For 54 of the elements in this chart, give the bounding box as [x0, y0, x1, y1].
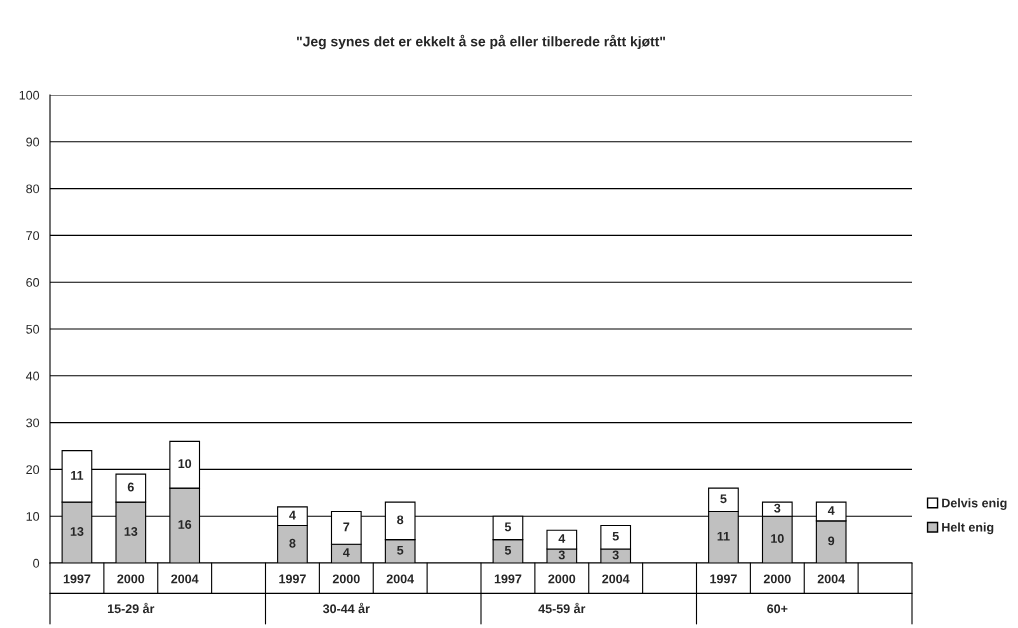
- data-label: 5: [504, 545, 512, 555]
- text: 45-59 år: [538, 602, 586, 614]
- data-label: 10: [178, 459, 192, 469]
- y-tick-label: 60: [26, 278, 40, 287]
- x-tick-label: 1997: [494, 574, 522, 584]
- data-label: 10: [771, 534, 784, 543]
- y-tick-label: 10: [26, 512, 40, 521]
- data-label: 3: [774, 503, 781, 513]
- data-label: 8: [289, 538, 296, 548]
- legend-label: Delvis enig: [942, 498, 1007, 510]
- data-label: 8: [397, 515, 404, 525]
- data-label: 5: [612, 531, 619, 541]
- data-label: 9: [828, 536, 835, 546]
- data-label: 4: [289, 510, 296, 520]
- x-tick-label: 2004: [602, 574, 630, 584]
- x-tick-label: 1997: [710, 574, 737, 584]
- data-label: 16: [178, 520, 192, 529]
- data-label: 5: [504, 522, 512, 532]
- legend-label: Helt enig: [942, 522, 994, 535]
- data-label: 5: [397, 545, 404, 555]
- data-label: 4: [558, 534, 566, 543]
- data-label: 13: [124, 527, 138, 536]
- y-tick-label: 70: [26, 231, 40, 241]
- x-tick-label: 1997: [63, 574, 91, 584]
- data-label: 13: [70, 527, 84, 536]
- x-tick-label: 2000: [763, 574, 791, 584]
- data-label: 3: [612, 550, 619, 560]
- y-tick-label: 100: [19, 90, 40, 100]
- x-tick-label: 2004: [171, 574, 199, 584]
- x-tick-label: 1997: [279, 574, 306, 584]
- y-tick-label: 90: [26, 137, 40, 147]
- y-tick-label: 50: [26, 324, 40, 334]
- y-tick-label: 40: [25, 371, 40, 381]
- x-tick-label: 2004: [386, 574, 415, 584]
- x-tick-label: 2000: [117, 574, 145, 584]
- data-label: 6: [127, 482, 134, 492]
- data-label: 11: [717, 531, 730, 541]
- y-tick-label: 0: [33, 558, 40, 568]
- x-tick-label: 2004: [817, 574, 846, 584]
- data-label: 11: [71, 471, 84, 480]
- data-label: 4: [343, 548, 350, 557]
- chart-title: "Jeg synes det er ekkelt å se på eller tilberede rått kjøtt": [297, 34, 666, 50]
- data-label: 4: [827, 506, 835, 515]
- data-label: 3: [558, 550, 565, 560]
- data-label: 7: [343, 522, 350, 532]
- text: 15-29 år: [107, 602, 155, 614]
- y-tick-label: 80: [26, 184, 40, 194]
- x-tick-label: 2000: [548, 574, 576, 584]
- text: 60+: [767, 604, 788, 614]
- x-tick-label: 2000: [332, 574, 360, 584]
- y-tick-label: 20: [26, 465, 40, 475]
- data-label: 5: [720, 494, 727, 504]
- text: 30-44 år: [322, 602, 370, 614]
- y-tick-label: 30: [26, 418, 40, 428]
